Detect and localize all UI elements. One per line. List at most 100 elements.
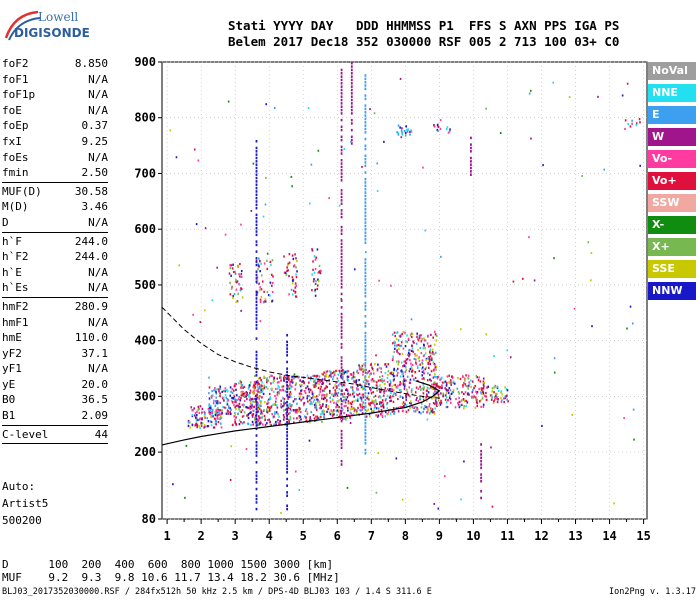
streak-dot: [255, 196, 258, 200]
noise-dot: [448, 130, 451, 133]
echo-dot: [347, 370, 349, 373]
streak-dot: [364, 435, 367, 438]
echo-dot: [271, 284, 273, 287]
echo-dot: [402, 330, 405, 334]
echo-dot: [211, 389, 213, 393]
echo-dot: [405, 369, 408, 372]
echo-dot: [233, 292, 236, 296]
echo-dot: [353, 395, 356, 398]
echo-dot: [446, 389, 448, 392]
echo-dot: [242, 390, 244, 393]
echo-dot: [429, 350, 431, 353]
echo-dot: [354, 408, 356, 411]
echo-dot: [296, 402, 298, 405]
echo-dot: [481, 397, 484, 400]
echo-dot: [380, 403, 382, 406]
echo-dot: [448, 381, 450, 384]
param-row: foEp 0.37: [2, 118, 108, 134]
echo-dot: [430, 357, 433, 360]
noise-dot: [346, 486, 349, 489]
echo-dot: [313, 417, 316, 420]
echo-dot: [401, 409, 404, 412]
streak-dot: [286, 384, 289, 387]
echo-dot: [322, 382, 325, 385]
echo-dot: [409, 378, 412, 381]
echo-dot: [220, 426, 223, 429]
param-name: fxI: [2, 134, 22, 148]
noise-dot: [631, 322, 634, 325]
echo-dot: [389, 400, 391, 403]
echo-dot: [381, 377, 383, 381]
streak-dot: [364, 261, 367, 265]
echo-dot: [458, 406, 461, 409]
streak-dot: [340, 436, 343, 440]
echo-dot: [403, 364, 406, 368]
echo-dot: [335, 402, 338, 405]
noise-dot: [399, 77, 402, 80]
echo-dot: [342, 383, 345, 387]
echo-dot: [366, 382, 368, 385]
streak-dot: [340, 319, 343, 322]
noise-dot: [367, 392, 370, 395]
echo-dot: [257, 263, 260, 266]
param-value: 37.1: [81, 346, 109, 360]
echo-dot: [316, 374, 319, 377]
echo-dot: [404, 360, 407, 363]
noise-dot: [530, 137, 532, 140]
streak-dot: [286, 444, 289, 447]
echo-dot: [271, 374, 273, 378]
echo-dot: [419, 346, 422, 350]
echo-dot: [303, 390, 306, 393]
echo-dot: [454, 406, 457, 409]
streak-dot: [470, 170, 472, 173]
echo-dot: [411, 405, 414, 409]
echo-dot: [419, 334, 421, 337]
echo-dot: [393, 412, 395, 416]
noise-dot: [193, 148, 196, 151]
echo-dot: [214, 404, 217, 408]
streak-dot: [255, 461, 258, 464]
echo-dot: [291, 276, 294, 279]
echo-dot: [423, 407, 426, 411]
echo-dot: [424, 347, 426, 350]
echo-dot: [485, 391, 487, 395]
echo-dot: [292, 409, 295, 412]
echo-dot: [225, 396, 228, 400]
echo-dot: [450, 383, 453, 386]
echo-dot: [399, 334, 402, 337]
noise-dot: [399, 335, 402, 338]
echo-dot: [203, 424, 206, 427]
echo-dot: [417, 400, 420, 403]
echo-dot: [236, 280, 239, 283]
streak-dot: [286, 370, 289, 374]
echo-dot: [445, 128, 448, 131]
echo-dot: [493, 398, 496, 402]
echo-dot: [434, 395, 437, 398]
param-name: h`E: [2, 265, 22, 279]
echo-dot: [445, 406, 448, 409]
echo-dot: [389, 412, 392, 415]
echo-dot: [291, 254, 294, 257]
echo-dot: [339, 414, 341, 418]
param-row: D N/A: [2, 215, 108, 231]
param-row: yF2 37.1: [2, 346, 108, 362]
streak-dot: [470, 173, 472, 176]
echo-dot: [229, 386, 232, 389]
echo-dot: [257, 407, 260, 410]
echo-dot: [491, 390, 493, 393]
streak-dot: [286, 390, 289, 394]
auto-label: Auto:: [2, 480, 36, 493]
echo-dot: [230, 390, 232, 393]
echo-dot: [393, 374, 396, 378]
echo-dot: [409, 367, 412, 371]
streak-dot: [255, 216, 258, 220]
echo-dot: [305, 386, 307, 390]
x-tick-label: 6: [334, 529, 341, 543]
streak-dot: [364, 375, 367, 378]
header-value: 005: [468, 34, 499, 49]
echo-dot: [371, 399, 373, 402]
echo-dot: [235, 404, 238, 407]
echo-dot: [399, 375, 402, 378]
echo-dot: [199, 426, 201, 430]
streak-dot: [286, 461, 289, 464]
